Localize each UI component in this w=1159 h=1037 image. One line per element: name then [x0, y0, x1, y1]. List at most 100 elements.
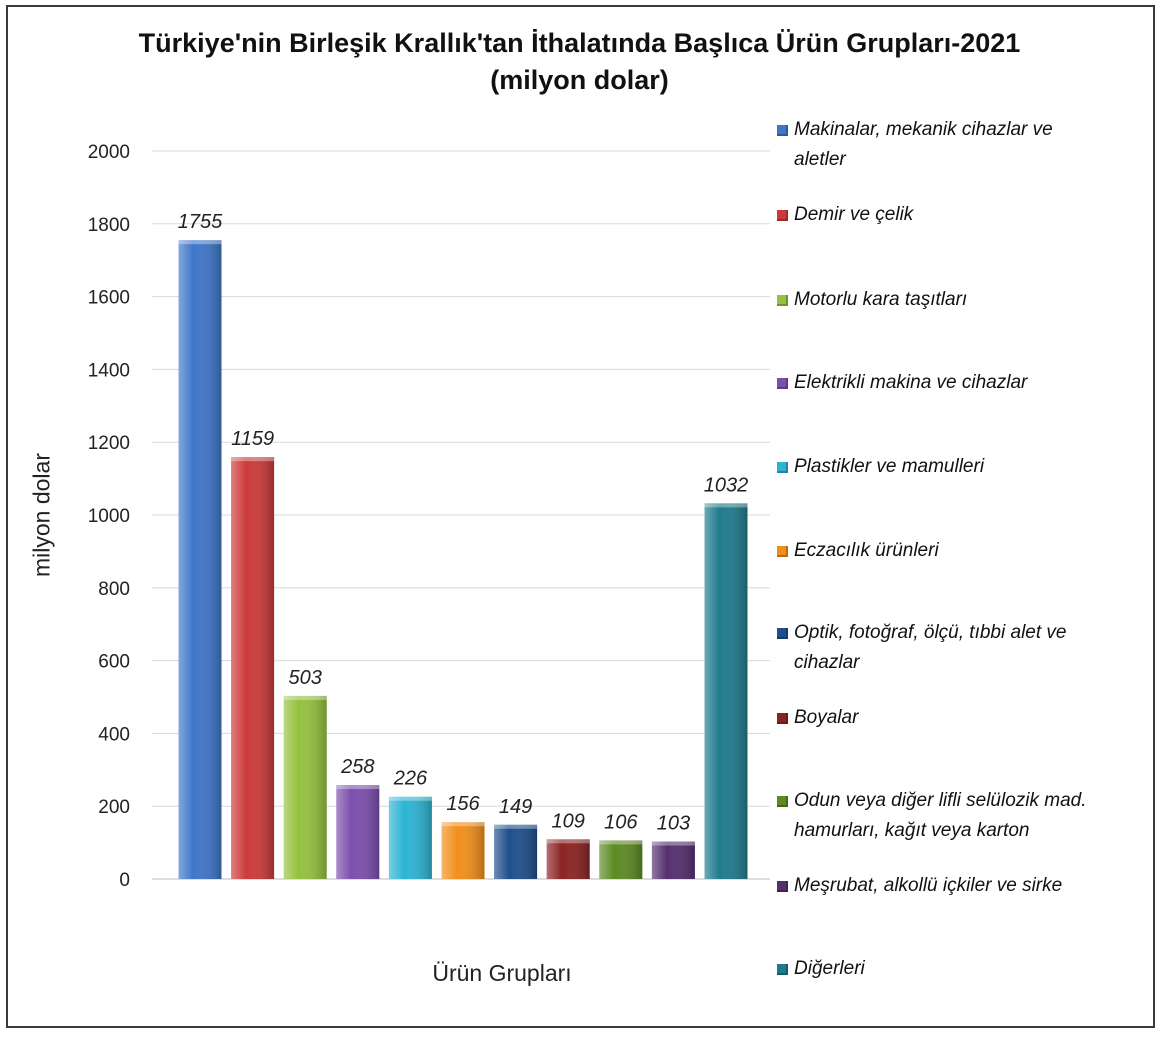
bar-shading [494, 824, 538, 879]
legend-item: Makinalar, mekanik cihazlar ve aletler [777, 115, 1137, 175]
y-tick-label: 400 [98, 724, 130, 745]
legend-item: Diğerleri [777, 954, 1137, 984]
legend-label: Boyalar [794, 703, 858, 733]
legend-swatch-icon [777, 378, 788, 389]
bar-top-cap [336, 785, 380, 790]
legend-label-line: Motorlu kara taşıtları [794, 289, 968, 310]
bar-value-label: 258 [340, 756, 374, 778]
bar-value-label: 106 [604, 811, 638, 833]
bar-shading [599, 840, 643, 879]
bar-value-label: 1755 [178, 211, 223, 233]
legend-label: Meşrubat, alkollü içkiler ve sirke [794, 871, 1062, 901]
bar-group [231, 457, 275, 879]
legend-item: Eczacılık ürünleri [777, 536, 1137, 566]
legend-swatch-icon [777, 546, 788, 557]
legend-item: Motorlu kara taşıtları [777, 285, 1137, 315]
bar-value-label: 226 [393, 768, 428, 790]
bar-value-label: 1159 [231, 428, 274, 450]
bar-shading [546, 839, 590, 879]
chart-title: Türkiye'nin Birleşik Krallık'tan İthalat… [138, 28, 1021, 58]
bar-top-cap [441, 822, 485, 827]
legend-swatch-icon [777, 964, 788, 975]
legend-label-line: Plastikler ve mamulleri [794, 456, 985, 477]
legend-item: Demir ve çelik [777, 200, 1137, 230]
y-axis-label: milyon dolar [28, 453, 55, 577]
y-tick-label: 1000 [88, 506, 130, 527]
bar-group [546, 839, 590, 879]
legend-swatch-icon [777, 628, 788, 639]
bar-shading [336, 785, 380, 879]
y-tick-label: 0 [119, 870, 130, 891]
bar-value-label: 109 [552, 810, 585, 832]
bar-shading [651, 841, 695, 879]
legend-label-line: aletler [794, 149, 846, 170]
y-tick-label: 600 [98, 652, 130, 673]
y-tick-label: 200 [98, 797, 130, 818]
legend-label-line: Diğerleri [794, 958, 865, 979]
legend-label-line: Optik, fotoğraf, ölçü, tıbbi alet ve [794, 622, 1067, 643]
legend-label-line: Meşrubat, alkollü içkiler ve sirke [794, 875, 1063, 896]
legend-item: Elektrikli makina ve cihazlar [777, 368, 1137, 398]
bar-shading [704, 503, 748, 879]
bar-value-label: 149 [499, 796, 532, 818]
bar-group [494, 824, 538, 879]
legend-item: Boyalar [777, 703, 1137, 733]
bar-top-cap [546, 839, 590, 844]
legend-label: Makinalar, mekanik cihazlar ve aletler [794, 115, 1053, 175]
legend-label: Elektrikli makina ve cihazlar [794, 368, 1027, 398]
legend-label: Diğerleri [794, 954, 865, 984]
legend-label-line: Boyalar [794, 707, 859, 728]
bar-group [441, 822, 485, 879]
bar-group [599, 840, 643, 879]
bar-group [651, 841, 695, 879]
legend-item: Odun veya diğer lifli selülozik mad. hamu… [777, 786, 1137, 846]
bar-top-cap [704, 503, 748, 508]
legend-label: Optik, fotoğraf, ölçü, tıbbi alet ve ciha… [794, 618, 1066, 678]
y-tick-label: 1800 [88, 215, 130, 236]
bar-shading [283, 695, 327, 879]
legend-swatch-icon [777, 295, 788, 306]
y-tick-label: 800 [98, 579, 130, 600]
legend-label: Eczacılık ürünleri [794, 536, 939, 566]
legend-label: Motorlu kara taşıtları [794, 285, 967, 315]
legend-label-line: Eczacılık ürünleri [794, 540, 939, 561]
legend-label-line: Elektrikli makina ve cihazlar [794, 372, 1028, 393]
legend-label-line: Demir ve çelik [794, 204, 914, 225]
legend-swatch-icon [777, 462, 788, 473]
legend-swatch-icon [777, 210, 788, 221]
bar-top-cap [388, 796, 432, 801]
bar-group [178, 240, 222, 879]
bar-group [388, 796, 432, 879]
x-axis-label: Ürün Grupları [432, 960, 572, 986]
bar-top-cap [283, 695, 327, 700]
bar-top-cap [178, 240, 222, 245]
legend-label: Demir ve çelik [794, 200, 913, 230]
bar-shading [178, 240, 222, 879]
y-tick-label: 1400 [88, 360, 130, 381]
bar-shading [231, 457, 275, 879]
bar-top-cap [231, 457, 275, 462]
bar-top-cap [599, 840, 643, 845]
y-tick-label: 2000 [88, 142, 130, 163]
legend-swatch-icon [777, 796, 788, 807]
y-tick-label: 1200 [88, 433, 130, 454]
legend-label-line: Makinalar, mekanik cihazlar ve [794, 119, 1053, 140]
bar-shading [388, 796, 432, 879]
legend-label: Odun veya diğer lifli selülozik mad. hamu… [794, 786, 1087, 846]
bar-group [283, 695, 327, 879]
bar-value-label: 156 [446, 793, 480, 815]
bar-group [704, 503, 748, 879]
y-tick-label: 1600 [88, 288, 130, 309]
legend-item: Plastikler ve mamulleri [777, 452, 1137, 482]
legend-swatch-icon [777, 713, 788, 724]
bar-top-cap [494, 824, 538, 829]
legend-swatch-icon [777, 125, 788, 136]
bar-value-label: 103 [657, 813, 690, 835]
legend-label-line: hamurları, kağıt veya karton [794, 820, 1030, 841]
bar-shading [441, 822, 485, 879]
legend-item: Optik, fotoğraf, ölçü, tıbbi alet ve ciha… [777, 618, 1137, 678]
legend-label-line: cihazlar [794, 652, 860, 673]
bar-value-label: 503 [289, 667, 322, 689]
legend-swatch-icon [777, 881, 788, 892]
